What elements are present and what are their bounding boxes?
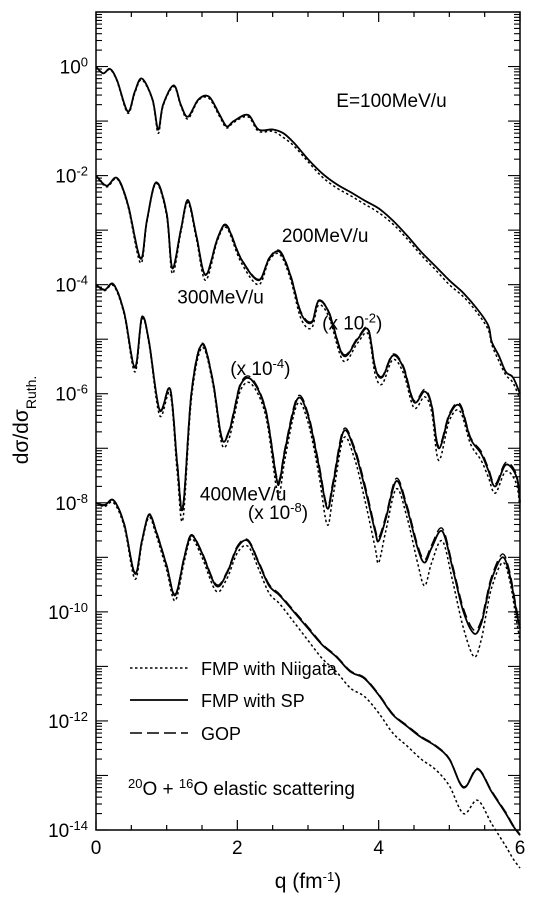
- series-4-niigata-line: [95, 501, 521, 869]
- y-tick-label: 10-2: [55, 163, 88, 188]
- y-tick-label: 10-12: [48, 708, 88, 733]
- series-2-gop-line: [95, 175, 521, 501]
- x-tick-label: 0: [91, 838, 102, 859]
- x-tick-label: 6: [515, 838, 526, 859]
- annotations: E=100MeV/u 200MeV/u (x 10-2) 300MeV/u (x 10-…: [177, 91, 446, 524]
- series-3-sp-line: [95, 282, 521, 635]
- x-axis-title: q (fm-1): [275, 869, 341, 894]
- x-ticks: 0 2 4 6: [91, 12, 526, 859]
- y-axis-title: dσ/dσRuth.: [10, 376, 39, 465]
- series-3-gop-line: [95, 282, 521, 632]
- reaction-label: 20O + 16O elastic scattering: [128, 776, 355, 801]
- curves-layer: [95, 65, 521, 869]
- x-tick-label: 4: [373, 838, 384, 859]
- annotation-6: 400MeV/u: [200, 485, 287, 506]
- y-tick-label: 10-6: [55, 381, 88, 406]
- y-ticks: 100 10-2 10-4 10-6 10-8 10-10 10-12 10-14: [48, 11, 520, 843]
- annotation-1: E=100MeV/u: [336, 91, 446, 112]
- legend: FMP with Niigata FMP with SP GOP: [130, 659, 338, 744]
- annotation-4: 300MeV/u: [177, 288, 264, 309]
- y-tick-label: 10-4: [55, 272, 88, 297]
- y-tick-label: 10-8: [55, 490, 88, 515]
- series-2-sp-line: [95, 174, 521, 503]
- plot-frame: [95, 11, 521, 831]
- series-1-sp-line: [95, 65, 521, 395]
- annotation-2: 200MeV/u: [282, 226, 369, 247]
- y-tick-label: 10-14: [48, 818, 88, 843]
- series-4-sp-line: [95, 498, 521, 836]
- y-tick-label: 10-10: [48, 599, 88, 624]
- y-tick-label: 100: [60, 54, 88, 79]
- annotation-3: (x 10-2): [322, 310, 382, 335]
- annotation-5: (x 10-4): [230, 356, 290, 381]
- x-tick-label: 2: [232, 838, 243, 859]
- legend-label-sp: FMP with SP: [201, 691, 305, 711]
- legend-label-niigata: FMP with Niigata: [201, 659, 338, 679]
- series-3-niigata-line: [95, 284, 521, 658]
- legend-label-gop: GOP: [201, 724, 241, 744]
- annotation-7: (x 10-8): [248, 500, 308, 525]
